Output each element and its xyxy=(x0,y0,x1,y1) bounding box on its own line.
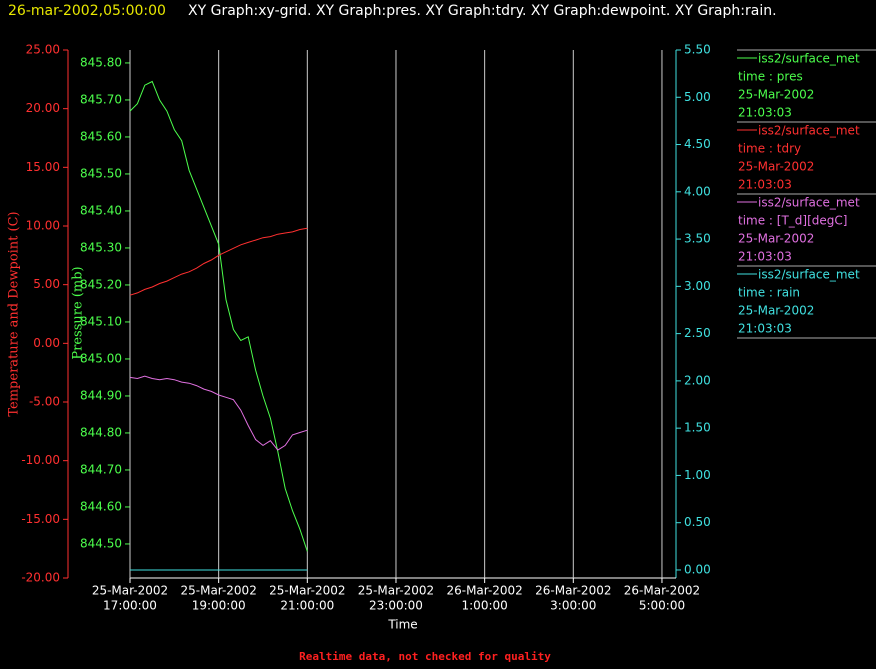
legend-name: iss2/surface_met xyxy=(758,196,860,210)
tick-label: 5.00 xyxy=(684,90,711,104)
legend-label: time : rain xyxy=(738,286,800,300)
y2-axis-label: Pressure (mb) xyxy=(71,266,86,359)
legend-time: 21:03:03 xyxy=(738,322,792,336)
tick-label: -5.00 xyxy=(29,395,60,409)
tick-label: 844.60 xyxy=(80,499,122,513)
tick-label: 2.50 xyxy=(684,326,711,340)
x-tick-label: 25-Mar-2002 xyxy=(180,584,256,598)
tick-label: 2.00 xyxy=(684,373,711,387)
tick-label: 844.50 xyxy=(80,536,122,550)
x-tick-label: 3:00:00 xyxy=(550,599,596,613)
tick-label: -10.00 xyxy=(21,453,60,467)
x-tick-label: 26-Mar-2002 xyxy=(535,584,611,598)
series-line xyxy=(129,80,308,552)
header-graphs: XY Graph:xy-grid. XY Graph:pres. XY Grap… xyxy=(188,3,777,19)
x-tick-label: 17:00:00 xyxy=(103,599,157,613)
tick-label: 845.80 xyxy=(80,55,122,69)
tick-label: 1.00 xyxy=(684,468,711,482)
tick-label: 0.00 xyxy=(684,562,711,576)
tick-label: 845.60 xyxy=(80,129,122,143)
legend-time: 21:03:03 xyxy=(738,178,792,192)
x-tick-label: 26-Mar-2002 xyxy=(624,584,700,598)
tick-label: 15.00 xyxy=(26,160,60,174)
tick-label: 4.00 xyxy=(684,184,711,198)
tick-label: -15.00 xyxy=(21,512,60,526)
x-tick-label: 26-Mar-2002 xyxy=(446,584,522,598)
x-axis-label: Time xyxy=(387,618,417,632)
tick-label: -20.00 xyxy=(21,571,60,585)
x-tick-label: 21:00:00 xyxy=(280,599,334,613)
legend-label: time : tdry xyxy=(738,142,801,156)
legend-date: 25-Mar-2002 xyxy=(738,232,814,246)
y-axis-label: Temperature and Dewpoint (C) xyxy=(7,211,22,416)
legend-label: time : [T_d][degC] xyxy=(738,214,847,228)
tick-label: 845.50 xyxy=(80,166,122,180)
legend-date: 25-Mar-2002 xyxy=(738,88,814,102)
legend-name: iss2/surface_met xyxy=(758,268,860,282)
tick-label: 845.70 xyxy=(80,92,122,106)
series-line xyxy=(129,375,308,451)
tick-label: 0.00 xyxy=(33,336,60,350)
tick-label: 5.50 xyxy=(684,43,711,57)
tick-label: 844.80 xyxy=(80,425,122,439)
legend-label: time : pres xyxy=(738,70,803,84)
legend-date: 25-Mar-2002 xyxy=(738,160,814,174)
tick-label: 844.90 xyxy=(80,388,122,402)
x-tick-label: 23:00:00 xyxy=(369,599,423,613)
legend-time: 21:03:03 xyxy=(738,106,792,120)
x-tick-label: 19:00:00 xyxy=(192,599,246,613)
tick-label: 3.00 xyxy=(684,279,711,293)
tick-label: 845.20 xyxy=(80,277,122,291)
tick-label: 845.30 xyxy=(80,240,122,254)
x-tick-label: 25-Mar-2002 xyxy=(269,584,345,598)
x-tick-label: 25-Mar-2002 xyxy=(92,584,168,598)
tick-label: 4.50 xyxy=(684,137,711,151)
header-timestamp: 26-mar-2002,05:00:00 xyxy=(8,3,166,19)
series-line xyxy=(129,227,308,296)
tick-label: 844.70 xyxy=(80,462,122,476)
tick-label: 3.50 xyxy=(684,232,711,246)
tick-label: 845.40 xyxy=(80,203,122,217)
tick-label: 5.00 xyxy=(33,277,60,291)
tick-label: 25.00 xyxy=(26,43,60,57)
x-tick-label: 25-Mar-2002 xyxy=(358,584,434,598)
tick-label: 10.00 xyxy=(26,219,60,233)
legend-name: iss2/surface_met xyxy=(758,124,860,138)
tick-label: 20.00 xyxy=(26,101,60,115)
x-tick-label: 1:00:00 xyxy=(462,599,508,613)
legend-name: iss2/surface_met xyxy=(758,52,860,66)
tick-label: 845.10 xyxy=(80,314,122,328)
x-tick-label: 5:00:00 xyxy=(639,599,685,613)
tick-label: 0.50 xyxy=(684,515,711,529)
tick-label: 1.50 xyxy=(684,421,711,435)
tick-label: 845.00 xyxy=(80,351,122,365)
legend-date: 25-Mar-2002 xyxy=(738,304,814,318)
legend-time: 21:03:03 xyxy=(738,250,792,264)
footer: Realtime data, not checked for quality xyxy=(299,650,551,663)
